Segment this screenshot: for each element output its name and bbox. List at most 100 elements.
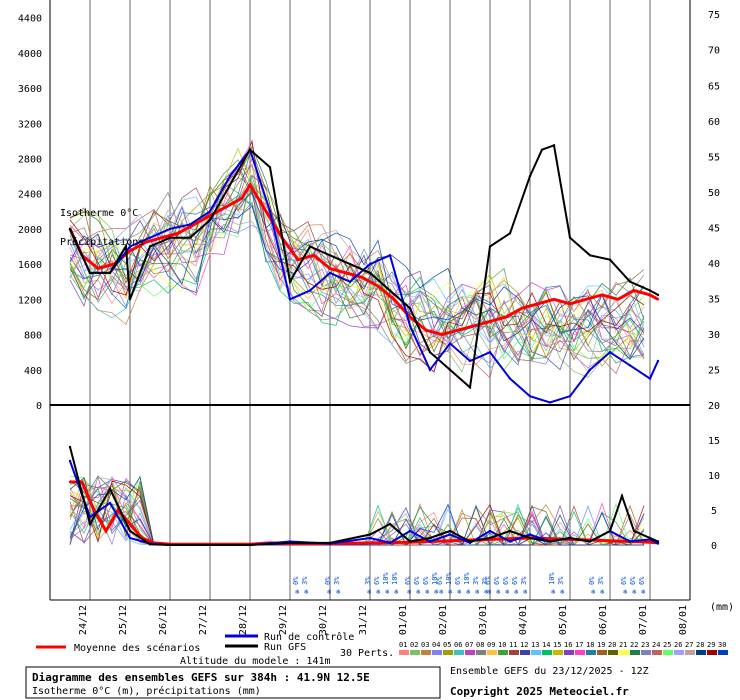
snow-pct-label: 0% (588, 576, 596, 585)
pert-legend-swatch (597, 650, 607, 655)
snow-pct-label: 3% (301, 576, 309, 585)
snow-pct-label: 10% (391, 572, 399, 585)
pert-line-upper (69, 176, 645, 360)
pert-legend-swatch (509, 650, 519, 655)
snow-pct-label: 6% (638, 576, 646, 585)
series-point (348, 280, 352, 283)
snow-pct-label: 6% (493, 576, 501, 585)
pert-legend-label: 05 (443, 641, 451, 649)
series-point (552, 144, 556, 147)
series-point (176, 232, 180, 235)
pert-legend-swatch (487, 650, 497, 655)
snow-icon: ❄ (327, 588, 331, 596)
series-point (144, 240, 148, 244)
pert-legend: 01 02 03 04 05 06 07 08 09 10 11 12 13 14 15 16 17 18 19 20… (399, 641, 728, 655)
x-tick-label: 30/12 (318, 605, 329, 635)
snow-icon: ❄ (487, 588, 491, 596)
snow-icon: ❄ (448, 588, 452, 596)
series-point (448, 533, 452, 536)
series-point (548, 540, 552, 543)
series-point (228, 183, 232, 187)
right-upper-tick-label: 75 (708, 10, 720, 21)
left-tick-label: 2800 (18, 154, 42, 165)
snow-markers: 0%❄3%❄0%❄3%❄3%❄6%❄10%❄10%❄6%❄6%❄6%❄10%❄6… (292, 572, 646, 596)
series-point (68, 445, 72, 449)
series-point (128, 536, 132, 540)
series-point (468, 386, 472, 389)
x-tick-label: 27/12 (198, 605, 209, 635)
legend-gfs-label: Run GFS (264, 642, 306, 653)
pert-legend-label: 15 (553, 641, 561, 649)
series-point (328, 267, 332, 270)
series-point (588, 368, 592, 371)
pert-legend-label: 22 (630, 641, 638, 649)
snow-icon: ❄ (600, 588, 604, 596)
snow-pct-label: 10% (463, 572, 471, 585)
pert-legend-label: 29 (707, 641, 715, 649)
series-point (116, 508, 120, 512)
series-point (208, 214, 212, 217)
pert-legend-label: 14 (542, 641, 550, 649)
pert-legend-label: 21 (619, 641, 627, 649)
pert-legend-label: 25 (663, 641, 671, 649)
snow-pct-label: 3% (597, 576, 605, 585)
series-point (168, 236, 172, 239)
pert-line-upper (69, 205, 645, 334)
series-point (648, 377, 652, 380)
snow-icon: ❄ (434, 588, 438, 596)
pert-line-lower (69, 474, 645, 547)
x-tick-label: 26/12 (158, 605, 169, 635)
series-point (128, 245, 132, 248)
pert-legend-swatch (619, 650, 629, 655)
series-point (348, 262, 352, 266)
pert-legend-label: 08 (476, 641, 484, 649)
series-point (488, 245, 492, 248)
snow-icon: ❄ (496, 588, 500, 596)
snow-pct-label: 3% (557, 576, 565, 585)
series-point (648, 536, 652, 540)
right-upper-tick-label: 70 (708, 46, 720, 57)
right-upper-tick-label: 30 (708, 330, 720, 341)
series-point (568, 302, 572, 305)
series-point (540, 148, 544, 151)
series-point (308, 289, 312, 292)
pert-legend-label: 01 (399, 641, 407, 649)
series-point (128, 298, 132, 301)
chart-title: Diagramme des ensembles GEFS sur 384h : … (32, 671, 370, 684)
altitude-label: Altitude du modele : 141m (180, 656, 331, 667)
x-tick-label: 25/12 (118, 605, 129, 635)
series-point (368, 262, 372, 266)
x-tick-label: 04/01 (518, 605, 529, 635)
pert-line-upper (69, 209, 645, 358)
pert-line-lower (69, 481, 644, 546)
pert-legend-swatch (641, 650, 651, 655)
right-lower-tick-label: 10 (708, 471, 720, 482)
series-point (308, 245, 312, 248)
pert-legend-swatch (564, 650, 574, 655)
series-point (128, 529, 132, 533)
series-point (224, 205, 228, 209)
snow-icon: ❄ (514, 588, 518, 596)
x-tick-label: 03/01 (478, 605, 489, 635)
right-upper-tick-label: 20 (708, 401, 720, 412)
pert-legend-swatch (498, 650, 508, 655)
x-tick-label: 02/01 (438, 605, 449, 635)
series-point (288, 541, 292, 545)
snow-pct-label: 6% (629, 576, 637, 585)
series-point (468, 540, 472, 543)
series-point (108, 501, 112, 505)
series-point (388, 522, 392, 526)
pert-legend-swatch (663, 650, 673, 655)
pert-legend-label: 23 (641, 641, 649, 649)
snow-pct-label: 6% (413, 576, 421, 585)
snow-pct-label: 6% (620, 576, 628, 585)
x-tick-label: 29/12 (278, 605, 289, 635)
series-point (208, 210, 212, 213)
series-point (88, 271, 92, 275)
right-upper-tick-label: 65 (708, 81, 720, 92)
snow-pct-label: 6% (511, 576, 519, 585)
snow-pct-label: 6% (436, 576, 444, 585)
right-upper-tick-label: 45 (708, 223, 720, 234)
x-tick-label: 06/01 (598, 605, 609, 635)
